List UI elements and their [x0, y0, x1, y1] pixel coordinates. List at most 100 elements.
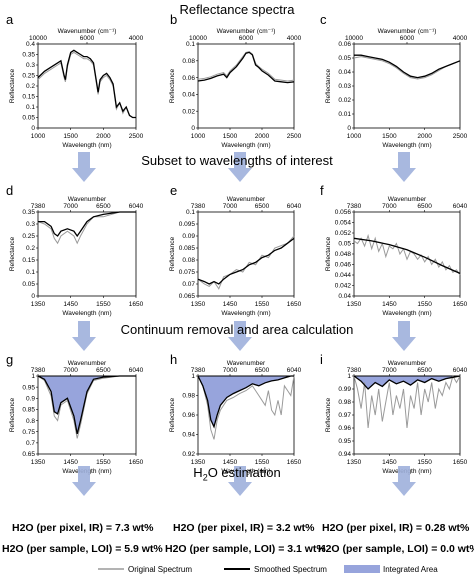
panel-label-a: a	[6, 12, 14, 27]
y-tick-label-i: 0.97	[338, 412, 351, 419]
top-tick-label-i: 7380	[347, 367, 362, 374]
down-arrow-icon	[72, 321, 96, 351]
top-tick-label-a: 6000	[80, 35, 95, 42]
x-tick-label-i: 1450	[382, 459, 397, 466]
top-axis-title-d: Wavenumber	[68, 196, 107, 203]
series-smoothed-h	[197, 375, 294, 429]
x-tick-label-e: 1450	[223, 301, 238, 308]
top-axis-title-f: Wavenumber	[388, 196, 427, 203]
y-tick-label-d: 0.2	[26, 245, 35, 252]
y-tick-label-a: 0.2	[26, 83, 35, 90]
top-tick-label-h: 6040	[287, 367, 302, 374]
top-tick-label-g: 6500	[96, 367, 111, 374]
x-tick-label-h: 1650	[287, 459, 302, 466]
y-tick-label-a: 0.05	[22, 115, 35, 122]
x-tick-label-e: 1650	[287, 301, 302, 308]
x-tick-label-f: 1650	[453, 301, 468, 308]
top-tick-label-e: 7000	[223, 203, 238, 210]
x-tick-label-h: 1350	[191, 459, 206, 466]
y-tick-label-i: 0.99	[338, 386, 351, 393]
down-arrow-icon	[228, 466, 252, 496]
y-tick-label-a: 0.3	[26, 62, 35, 69]
panel-label-g: g	[6, 352, 14, 367]
y-axis-title-c: Reflectance	[325, 68, 332, 103]
result-loi-3: H2O (per sample, LOI) = 0.0 wt%	[318, 543, 474, 555]
top-tick-label-b: 4000	[287, 35, 302, 42]
x-tick-label-g: 1350	[31, 459, 46, 466]
top-tick-label-f: 6500	[417, 203, 432, 210]
plot-frame-b	[197, 43, 295, 129]
chart-b: 1000 1500 2000 2500 0 0.02 0.04 0.06 0.08 0.11000…	[169, 28, 302, 149]
y-tick-label-h: 0.94	[182, 432, 195, 439]
chart-d: 1350 1450 1550 1650 0 0.05 0.1 0.15 0.2 0.25 0.3 0.…	[9, 196, 144, 317]
x-tick-label-d: 1650	[129, 301, 144, 308]
series-smoothed-g	[37, 375, 136, 435]
x-tick-label-h: 1450	[223, 459, 238, 466]
panel-label-i: i	[320, 352, 323, 367]
chart-g: 1350 1450 1550 1650 0.65 0.7 0.75 0.8 0.85 0.9 0.9…	[9, 360, 144, 475]
top-tick-label-d: 7000	[63, 203, 78, 210]
top-tick-label-i: 7000	[382, 367, 397, 374]
y-axis-title-b: Reflectance	[169, 68, 176, 103]
y-tick-label-c: 0.04	[338, 69, 351, 76]
legend	[98, 565, 380, 573]
y-axis-title-f: Reflectance	[325, 236, 332, 271]
section-title-h2o: H2O estimation	[0, 465, 474, 483]
y-tick-label-i: 1	[347, 373, 351, 380]
plot-frame-d	[37, 211, 137, 297]
y-tick-label-h: 0.96	[182, 412, 195, 419]
y-tick-label-e: 0.095	[179, 221, 196, 228]
x-tick-label-a: 2000	[96, 133, 111, 140]
series-original-i	[353, 374, 461, 429]
series-original-e	[197, 235, 295, 290]
x-tick-label-h: 1550	[255, 459, 270, 466]
top-tick-label-i: 6500	[417, 367, 432, 374]
y-axis-title-g: Reflectance	[9, 397, 16, 432]
y-axis-title-e: Reflectance	[169, 236, 176, 271]
top-tick-label-a: 4000	[129, 35, 144, 42]
y-tick-label-f: 0.05	[338, 241, 351, 248]
x-axis-title-d: Wavelength (nm)	[62, 310, 111, 317]
y-tick-label-e: 0.07	[182, 281, 195, 288]
series-smoothed-i	[353, 375, 461, 390]
y-tick-label-c: 0	[347, 125, 351, 132]
x-tick-label-c: 1500	[382, 133, 397, 140]
x-axis-title-e: Wavelength (nm)	[221, 310, 270, 317]
x-axis-title-f: Wavelength (nm)	[382, 310, 431, 317]
y-tick-label-f: 0.056	[335, 209, 352, 216]
down-arrow-icon	[72, 466, 96, 496]
y-tick-label-h: 0.92	[182, 451, 195, 458]
x-tick-label-g: 1650	[129, 459, 144, 466]
y-tick-label-c: 0.01	[338, 111, 351, 118]
series-original-g	[37, 375, 136, 439]
x-tick-label-e: 1550	[255, 301, 270, 308]
series-smoothed-d	[38, 211, 136, 238]
y-tick-label-f: 0.04	[338, 293, 351, 300]
y-tick-label-g: 0.65	[22, 451, 35, 458]
y-tick-label-d: 0	[31, 293, 35, 300]
y-tick-label-g: 0.95	[22, 384, 35, 391]
x-tick-label-i: 1350	[347, 459, 362, 466]
y-tick-label-a: 0.25	[22, 73, 35, 80]
y-tick-label-a: 0.4	[26, 41, 35, 48]
section-title-reflectance: Reflectance spectra	[179, 2, 295, 17]
y-tick-label-c: 0.06	[338, 41, 351, 48]
down-arrow-icon	[228, 152, 252, 182]
top-tick-label-a: 10000	[29, 35, 47, 42]
top-tick-label-f: 6040	[453, 203, 468, 210]
y-tick-label-g: 0.75	[22, 429, 35, 436]
y-tick-label-g: 0.85	[22, 407, 35, 414]
top-tick-label-d: 6040	[129, 203, 144, 210]
y-tick-label-d: 0.15	[22, 257, 35, 264]
top-tick-label-g: 7000	[63, 367, 78, 374]
chart-i: 1350 1450 1550 1650 0.94 0.95 0.96 0.97 0.98 0.99…	[325, 360, 468, 475]
panel-label-f: f	[320, 183, 324, 198]
y-tick-label-b: 0.1	[186, 41, 195, 48]
integrated-area-g	[38, 376, 136, 434]
y-tick-label-a: 0.35	[22, 52, 35, 59]
chart-c: 1000 1500 2000 2500 0 0.01 0.02 0.03 0.04 0.05 0.0…	[325, 28, 468, 149]
series-smoothed-c	[354, 54, 461, 79]
x-tick-label-c: 2500	[453, 133, 468, 140]
top-tick-label-e: 6500	[255, 203, 270, 210]
